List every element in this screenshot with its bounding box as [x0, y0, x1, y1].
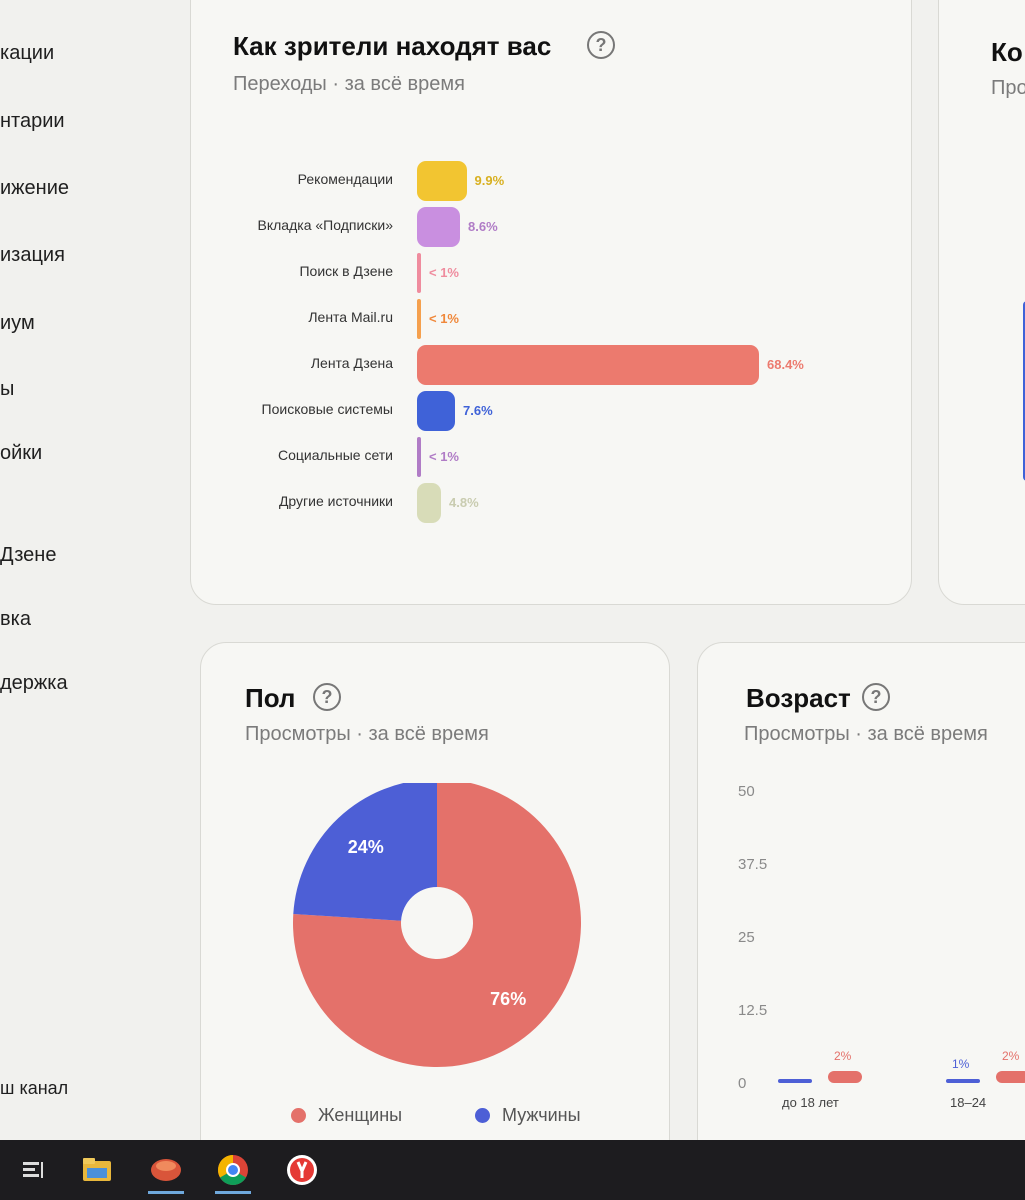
- next-card: Ко Про: [938, 0, 1025, 605]
- y-axis-tick: 25: [738, 929, 755, 946]
- app-glyph: [151, 1159, 181, 1181]
- x-axis-category: 18–24: [950, 1095, 987, 1110]
- traffic-bar-value: < 1%: [429, 311, 459, 326]
- traffic-bar-value: 8.6%: [468, 219, 498, 234]
- age-title: Возраст: [746, 683, 851, 713]
- traffic-bar[interactable]: [417, 437, 421, 477]
- traffic-bar-value: < 1%: [429, 265, 459, 280]
- donut-slice-label: 24%: [348, 837, 384, 857]
- traffic-bar-label: Поисковые системы: [261, 401, 393, 417]
- y-axis-tick: 12.5: [738, 1002, 768, 1019]
- y-axis-tick: 37.5: [738, 856, 768, 873]
- sidebar-item-support[interactable]: держка: [0, 672, 68, 694]
- traffic-bar[interactable]: [417, 299, 421, 339]
- age-bar-label: 2%: [1002, 1049, 1020, 1063]
- traffic-bar-row: Лента Дзена 68.4%: [191, 345, 911, 385]
- traffic-bar-value: 4.8%: [449, 495, 479, 510]
- sidebar-item-premium[interactable]: иум: [0, 312, 35, 334]
- age-bar-label: 2%: [834, 1049, 852, 1063]
- traffic-bar[interactable]: [417, 207, 460, 247]
- traffic-bar[interactable]: [417, 161, 467, 201]
- gender-card: Пол ? Просмотры · за всё время 76% 24% Же…: [200, 642, 670, 1162]
- traffic-subtitle: Переходы · за всё время: [233, 73, 465, 95]
- age-card: Возраст ? Просмотры · за всё время 50 37.…: [697, 642, 1025, 1162]
- traffic-bar-row: Поисковые системы 7.6%: [191, 391, 911, 431]
- traffic-title: Как зрители находят вас: [233, 31, 552, 61]
- legend-men-label: Мужчины: [502, 1105, 581, 1125]
- sidebar-item-monetization[interactable]: изация: [0, 244, 65, 266]
- age-bar[interactable]: [946, 1079, 980, 1083]
- donut-slice-label: 76%: [490, 989, 526, 1009]
- legend-men: Мужчины: [475, 1105, 581, 1126]
- task-view-icon[interactable]: [6, 1146, 54, 1194]
- active-indicator: [215, 1191, 251, 1194]
- traffic-bar-label: Рекомендации: [297, 171, 393, 187]
- help-icon[interactable]: ?: [587, 31, 615, 59]
- traffic-bar-value: 7.6%: [463, 403, 493, 418]
- legend-women: Женщины: [291, 1105, 402, 1126]
- next-card-bar: [1023, 301, 1025, 481]
- legend-dot-men: [475, 1108, 490, 1123]
- y-axis-tick: 0: [738, 1075, 747, 1092]
- traffic-sources-card: Как зрители находят вас ? Переходы · за …: [190, 0, 912, 605]
- traffic-bar-value: < 1%: [429, 449, 459, 464]
- active-indicator: [148, 1191, 184, 1194]
- traffic-bar[interactable]: [417, 253, 421, 293]
- traffic-bar[interactable]: [417, 345, 759, 385]
- gender-title: Пол: [245, 683, 296, 713]
- traffic-bar-label: Поиск в Дзене: [299, 263, 393, 279]
- sidebar-item-comments[interactable]: нтарии: [0, 110, 65, 132]
- traffic-bar-label: Вкладка «Подписки»: [257, 217, 393, 233]
- traffic-bar-row: Рекомендации 9.9%: [191, 161, 911, 201]
- yandex-glyph: [287, 1155, 317, 1185]
- next-card-title: Ко: [991, 37, 1023, 67]
- traffic-bar-label: Лента Дзена: [310, 355, 393, 371]
- gender-donut-chart: 76% 24%: [293, 783, 581, 1067]
- sidebar: кации нтарии ижение изация иум ы ойки Дз…: [0, 0, 185, 1140]
- traffic-bar-value: 9.9%: [474, 173, 505, 188]
- age-bar[interactable]: [778, 1079, 812, 1083]
- traffic-bar-label: Социальные сети: [277, 447, 393, 463]
- traffic-bar-label: Другие источники: [278, 493, 393, 509]
- age-bar[interactable]: [828, 1071, 862, 1083]
- age-bar-label: 1%: [952, 1057, 970, 1071]
- traffic-bar[interactable]: [417, 483, 441, 523]
- gender-subtitle: Просмотры · за всё время: [245, 723, 489, 745]
- sidebar-item-about-dzen[interactable]: Дзене: [0, 544, 57, 566]
- taskbar: [0, 1140, 1025, 1200]
- traffic-bar-label: Лента Mail.ru: [308, 309, 393, 325]
- age-bar[interactable]: [996, 1071, 1025, 1083]
- folder-glyph: [83, 1158, 111, 1181]
- legend-women-label: Женщины: [318, 1105, 403, 1125]
- sidebar-item-help[interactable]: вка: [0, 608, 31, 630]
- yandex-browser-icon[interactable]: [278, 1146, 326, 1194]
- help-icon[interactable]: ?: [313, 683, 341, 711]
- donut-slice-women[interactable]: [293, 783, 581, 1067]
- sidebar-item-settings[interactable]: ойки: [0, 442, 43, 464]
- sidebar-item-your-channel[interactable]: ш канал: [0, 1078, 69, 1098]
- next-card-subtitle: Про: [991, 77, 1025, 99]
- age-bar-chart: 50 37.5 25 12.5 0 2% до 18 лет 1% 2% 18–24: [698, 773, 1025, 1133]
- legend-dot-women: [291, 1108, 306, 1123]
- sidebar-item-payments[interactable]: ы: [0, 378, 15, 400]
- sidebar-item-publications[interactable]: кации: [0, 42, 55, 64]
- traffic-bar-row: Поиск в Дзене < 1%: [191, 253, 911, 293]
- donut-slice-men[interactable]: [293, 783, 437, 921]
- traffic-bar-row: Другие источники 4.8%: [191, 483, 911, 523]
- chrome-glyph: [217, 1155, 248, 1186]
- traffic-bar[interactable]: [417, 391, 455, 431]
- sidebar-item-promotion[interactable]: ижение: [0, 177, 70, 199]
- traffic-bar-value: 68.4%: [767, 357, 804, 372]
- y-axis-tick: 50: [738, 783, 755, 800]
- traffic-bar-row: Социальные сети < 1%: [191, 437, 911, 477]
- age-subtitle: Просмотры · за всё время: [744, 723, 988, 745]
- help-icon[interactable]: ?: [862, 683, 890, 711]
- traffic-bar-row: Вкладка «Подписки» 8.6%: [191, 207, 911, 247]
- chrome-icon[interactable]: [209, 1146, 257, 1194]
- x-axis-category: до 18 лет: [782, 1095, 839, 1110]
- app-icon[interactable]: [142, 1146, 190, 1194]
- file-explorer-icon[interactable]: [73, 1146, 121, 1194]
- traffic-bar-row: Лента Mail.ru < 1%: [191, 299, 911, 339]
- task-view-glyph: [23, 1162, 43, 1178]
